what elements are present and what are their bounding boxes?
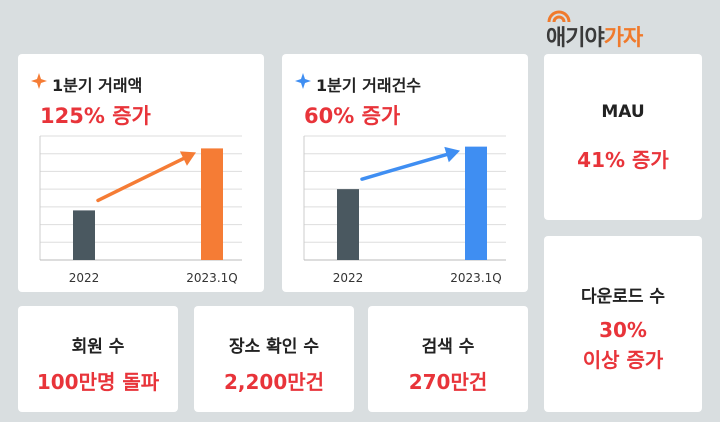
bar-chart: 2022 2023.1Q (39, 135, 242, 285)
trend-arrow-head (179, 151, 196, 166)
sparkle-icon (31, 73, 47, 89)
bar-2022 (73, 210, 95, 260)
x-tick-label: 2023.1Q (450, 271, 501, 285)
stat-value-line1: 30% (599, 318, 647, 342)
stat-card-members: 회원 수 100만명 돌파 (18, 306, 178, 412)
logo-text: 애기야가자 (546, 20, 643, 52)
signal-icon (547, 10, 571, 23)
chart-title: 1분기 거래건수 (316, 76, 422, 95)
x-tick-label: 2022 (69, 271, 100, 285)
stat-label: 장소 확인 수 (228, 337, 320, 357)
stat-label: 다운로드 수 (580, 287, 666, 307)
bar-2023.1Q (201, 148, 223, 260)
chart-card-transactions: 1분기 거래건수 60% 증가 2022 2023.1Q (282, 54, 528, 292)
bar-chart: 2022 2023.1Q (303, 135, 506, 285)
stat-value-line2: 이상 증가 (582, 348, 664, 372)
trend-arrow (360, 152, 449, 181)
stat-label: 회원 수 (71, 337, 125, 357)
x-tick-label: 2023.1Q (186, 271, 237, 285)
stat-label: MAU (601, 102, 645, 122)
logo-text-part2: 가자 (603, 26, 643, 51)
brand-logo: 애기야가자 (546, 8, 706, 51)
stat-value: 2,200만건 (223, 370, 325, 394)
x-tick-label: 2022 (333, 271, 364, 285)
stat-card-searches: 검색 수 270만건 (368, 306, 528, 412)
trend-arrow (96, 156, 186, 203)
stat-value: 100만명 돌파 (36, 370, 160, 394)
stat-card-downloads: 다운로드 수 30% 이상 증가 (544, 236, 702, 412)
sparkle-icon (295, 73, 311, 89)
stat-card-mau: MAU 41% 증가 (544, 54, 702, 220)
stat-card-place-checks: 장소 확인 수 2,200만건 (194, 306, 354, 412)
stat-value: 41% 증가 (577, 148, 669, 172)
stat-label: 검색 수 (421, 337, 475, 357)
chart-annotation: 125% 증가 (40, 104, 151, 128)
trend-arrow-head (444, 146, 460, 163)
stat-value: 270만건 (408, 370, 488, 394)
chart-annotation: 60% 증가 (304, 104, 401, 128)
chart-title: 1분기 거래액 (52, 76, 143, 95)
logo-text-part1: 애기야 (546, 26, 605, 51)
bar-2022 (337, 189, 359, 260)
chart-card-revenue: 1분기 거래액 125% 증가 2022 2023.1Q (18, 54, 264, 292)
bar-2023.1Q (465, 146, 487, 260)
